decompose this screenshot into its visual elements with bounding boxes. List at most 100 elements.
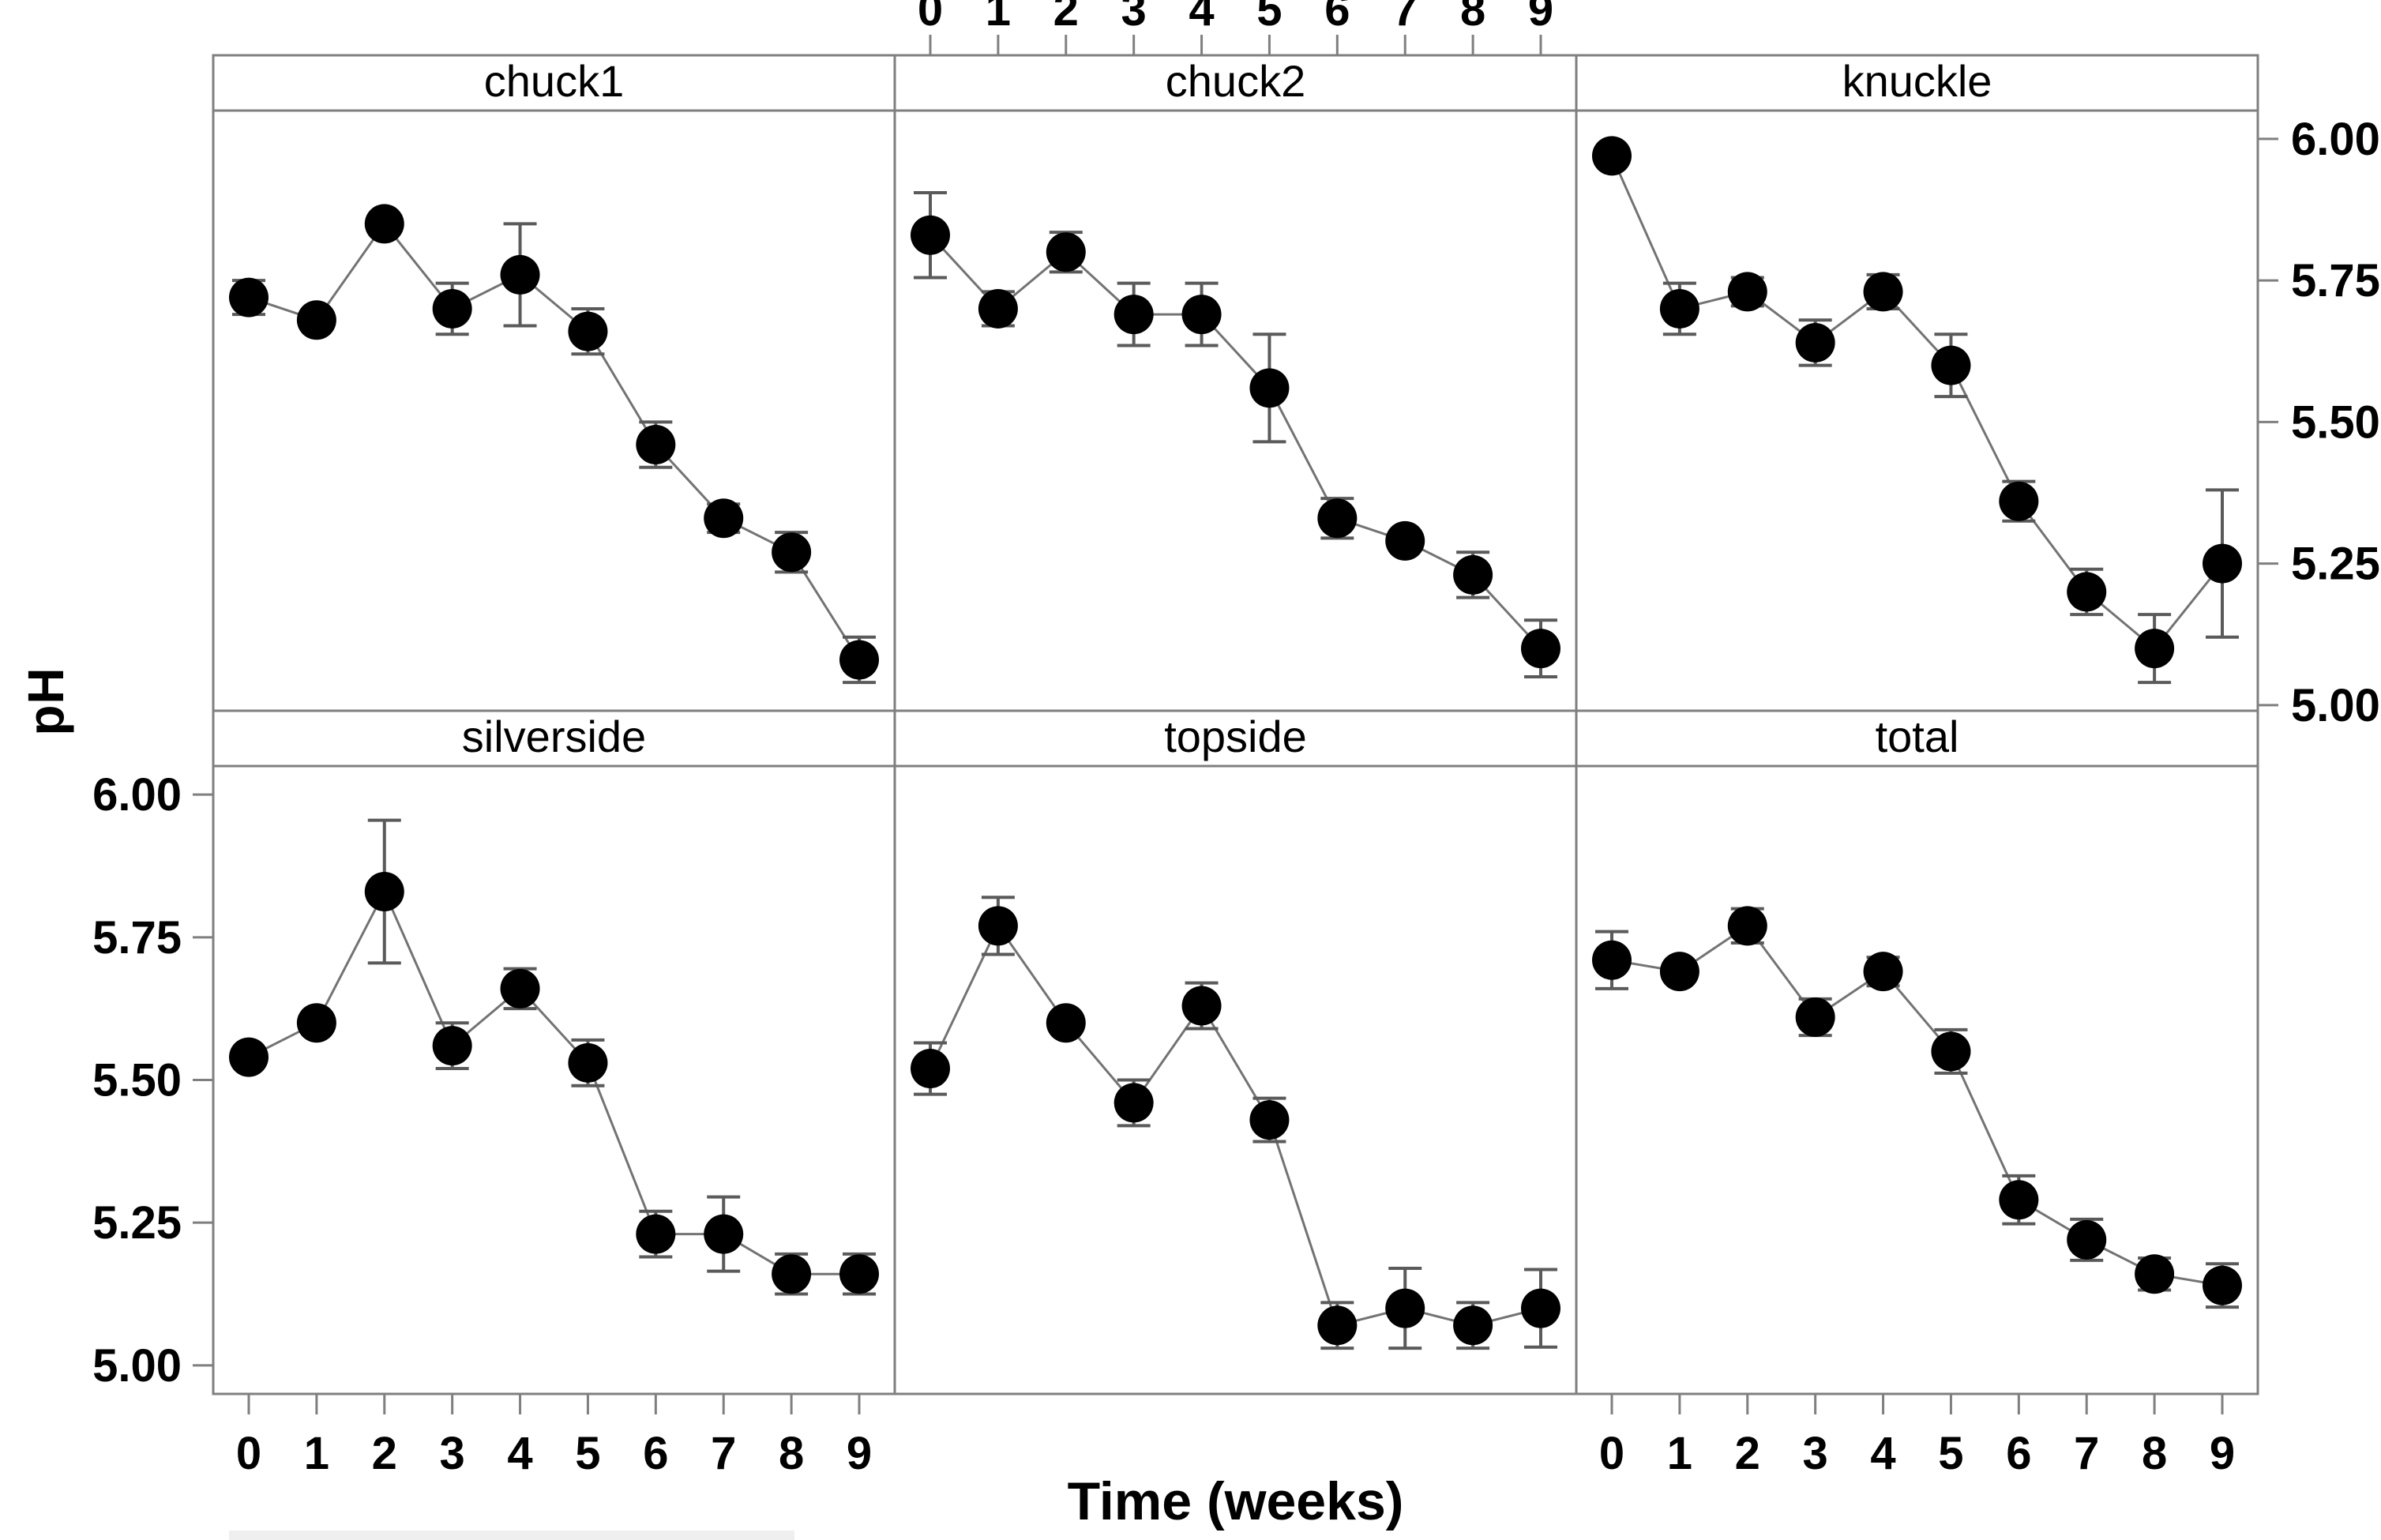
point-silverside-w6 [636, 1214, 676, 1254]
series-line-chuck1 [248, 221, 861, 661]
panel-title-chuck2: chuck2 [1166, 56, 1305, 106]
x-tick-label-bottom-silverside-1: 1 [304, 1428, 329, 1479]
x-tick-label-bottom-silverside-3: 3 [440, 1428, 465, 1479]
point-total-w2 [1727, 906, 1767, 946]
y-tick-label-left-5.75: 5.75 [92, 912, 182, 963]
x-tick-label-top-0: 0 [918, 0, 943, 36]
point-chuck2-w0 [911, 215, 950, 255]
x-axis-label: Time (weeks) [1067, 1471, 1404, 1531]
series-line-silverside [248, 888, 859, 1275]
point-knuckle-w8 [2135, 629, 2175, 669]
point-silverside-w5 [568, 1042, 608, 1083]
point-silverside-w7 [704, 1214, 744, 1254]
x-tick-label-bottom-total-3: 3 [1803, 1428, 1828, 1479]
point-knuckle-w7 [2067, 572, 2107, 612]
series-line-chuck2 [929, 234, 1542, 650]
stray-artifact-bar [229, 1531, 794, 1540]
point-topside-w0 [911, 1049, 950, 1089]
point-total-w1 [1659, 952, 1699, 992]
x-tick-label-bottom-silverside-4: 4 [507, 1428, 532, 1479]
point-total-w4 [1863, 952, 1903, 992]
x-tick-label-bottom-total-2: 2 [1735, 1428, 1760, 1479]
y-tick-label-left-5.00: 5.00 [92, 1340, 182, 1392]
x-tick-label-bottom-silverside-9: 9 [847, 1428, 872, 1479]
y-tick-label-left-5.50: 5.50 [92, 1055, 182, 1106]
point-chuck2-w4 [1181, 295, 1222, 335]
x-tick-label-top-3: 3 [1121, 0, 1147, 36]
point-chuck2-w2 [1046, 232, 1086, 272]
point-knuckle-w6 [1999, 481, 2039, 521]
point-chuck2-w7 [1385, 520, 1425, 561]
x-tick-label-bottom-silverside-2: 2 [372, 1428, 397, 1479]
point-total-w9 [2203, 1265, 2242, 1305]
point-chuck1-w1 [296, 300, 336, 340]
point-topside-w3 [1114, 1083, 1154, 1123]
point-total-w3 [1795, 997, 1835, 1037]
point-topside-w4 [1181, 986, 1222, 1026]
x-tick-label-bottom-total-9: 9 [2210, 1428, 2235, 1479]
x-tick-label-top-7: 7 [1392, 0, 1418, 36]
series-line-knuckle [1610, 155, 2224, 651]
x-tick-label-bottom-silverside-5: 5 [575, 1428, 600, 1479]
point-total-w5 [1931, 1031, 1971, 1072]
point-chuck2-w3 [1114, 295, 1154, 335]
x-tick-label-top-4: 4 [1189, 0, 1214, 36]
point-topside-w2 [1046, 1003, 1086, 1043]
x-tick-label-bottom-silverside-0: 0 [236, 1428, 261, 1479]
y-tick-label-right-5.50: 5.50 [2291, 396, 2380, 448]
x-tick-label-top-9: 9 [1528, 0, 1553, 36]
point-topside-w8 [1453, 1305, 1493, 1346]
point-topside-w1 [978, 906, 1018, 946]
point-chuck1-w2 [364, 204, 404, 244]
panel-title-knuckle: knuckle [1842, 56, 1992, 106]
panel-title-silverside: silverside [462, 712, 646, 761]
panel-chuck2-strip [893, 54, 1578, 112]
point-knuckle-w5 [1931, 345, 1971, 385]
x-tick-label-bottom-silverside-6: 6 [643, 1428, 668, 1479]
point-knuckle-w3 [1795, 322, 1835, 362]
point-knuckle-w0 [1592, 136, 1632, 176]
point-silverside-w9 [839, 1254, 879, 1294]
x-tick-label-bottom-total-7: 7 [2074, 1428, 2099, 1479]
x-tick-label-top-2: 2 [1053, 0, 1079, 36]
panel-total-strip [1575, 709, 2259, 768]
x-tick-label-bottom-total-5: 5 [1938, 1428, 1963, 1479]
x-tick-label-top-8: 8 [1460, 0, 1485, 36]
point-total-w6 [1999, 1180, 2039, 1220]
point-chuck2-w9 [1521, 629, 1560, 669]
panel-knuckle-strip [1575, 54, 2259, 112]
y-axis-label: pH [17, 667, 74, 736]
point-chuck1-w9 [839, 640, 879, 680]
point-knuckle-w4 [1863, 272, 1903, 312]
x-tick-label-bottom-total-8: 8 [2142, 1428, 2167, 1479]
panel-title-total: total [1876, 712, 1959, 761]
x-tick-label-bottom-total-0: 0 [1599, 1428, 1624, 1479]
series-line-topside [929, 923, 1542, 1328]
point-total-w8 [2135, 1254, 2175, 1294]
x-tick-label-top-1: 1 [986, 0, 1011, 36]
point-silverside-w4 [500, 968, 540, 1009]
y-tick-label-left-5.25: 5.25 [92, 1197, 182, 1249]
y-tick-label-left-6.00: 6.00 [92, 769, 182, 821]
point-silverside-w8 [772, 1254, 812, 1294]
x-tick-label-bottom-total-1: 1 [1667, 1428, 1692, 1479]
point-silverside-w2 [364, 872, 404, 911]
point-chuck1-w3 [432, 288, 472, 329]
point-silverside-w0 [229, 1037, 269, 1077]
y-tick-label-right-5.75: 5.75 [2291, 255, 2380, 306]
point-silverside-w1 [296, 1003, 336, 1043]
point-chuck2-w8 [1453, 554, 1493, 595]
point-chuck2-w1 [978, 288, 1018, 329]
panel-topside-strip [893, 709, 1578, 768]
point-silverside-w3 [432, 1026, 472, 1066]
x-tick-label-top-5: 5 [1256, 0, 1282, 36]
point-knuckle-w2 [1727, 272, 1767, 312]
point-total-w0 [1592, 940, 1632, 980]
panel-title-chuck1: chuck1 [484, 56, 624, 106]
panel-silverside-strip [212, 709, 896, 768]
point-chuck1-w6 [636, 425, 676, 465]
point-chuck2-w6 [1317, 498, 1358, 539]
x-tick-label-top-6: 6 [1324, 0, 1350, 36]
